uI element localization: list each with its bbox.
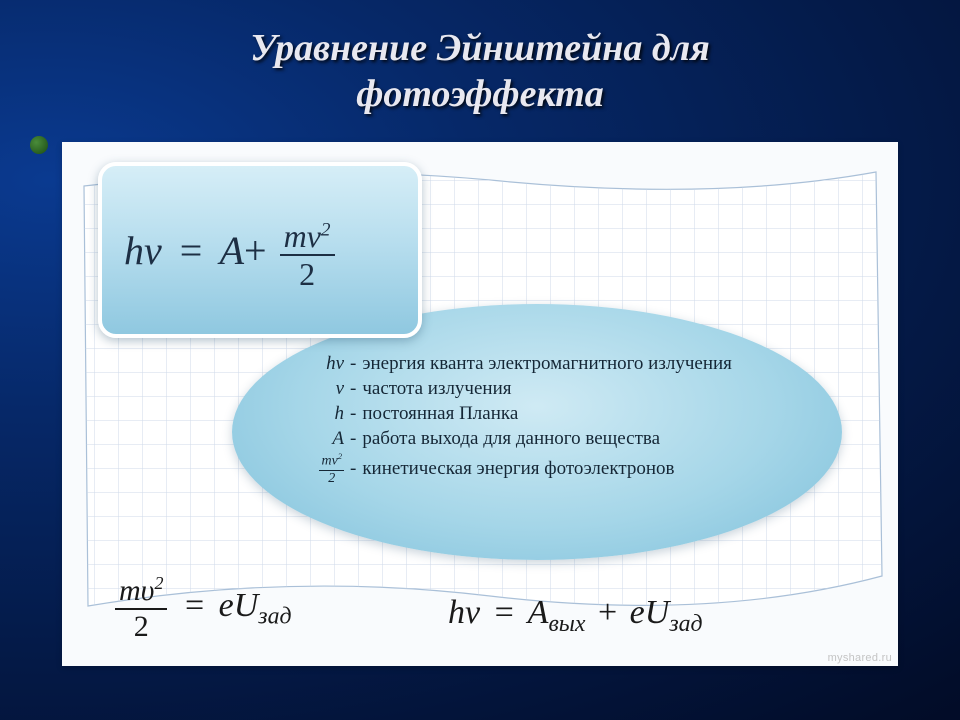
slide-title: Уравнение Эйнштейна для фотоэффекта bbox=[0, 26, 960, 117]
def-row: A - работа выхода для данного вещества bbox=[292, 428, 812, 450]
def-symbol: mv2 2 bbox=[292, 453, 344, 486]
def-text: работа выхода для данного вещества bbox=[362, 428, 660, 450]
def-text: кинетическая энергия фотоэлектронов bbox=[362, 458, 674, 480]
def-row: v - частота излучения bbox=[292, 378, 812, 400]
bottom-formula-left: mυ2 2 = eUзад bbox=[112, 574, 292, 642]
bottom-formula-right: hv = Aвых + eUзад bbox=[448, 594, 703, 638]
slide: Уравнение Эйнштейна для фотоэффекта hv - bbox=[0, 0, 960, 720]
title-line-2: фотоэффекта bbox=[356, 73, 604, 115]
title-line-1: Уравнение Эйнштейна для bbox=[250, 27, 710, 69]
formula-card: hv = A+ mv2 2 bbox=[98, 162, 422, 338]
watermark: myshared.ru bbox=[828, 652, 892, 664]
bullet-dot bbox=[30, 136, 48, 154]
def-text: постоянная Планка bbox=[362, 403, 518, 425]
def-row: mv2 2 - кинетическая энергия фотоэлектро… bbox=[292, 453, 812, 486]
content-panel: hv - энергия кванта электромагнитного из… bbox=[62, 142, 898, 666]
def-symbol: h bbox=[292, 403, 344, 425]
def-text: частота излучения bbox=[362, 378, 511, 400]
main-formula: hv = A+ mv2 2 bbox=[124, 220, 338, 290]
def-row: hv - энергия кванта электромагнитного из… bbox=[292, 353, 812, 375]
def-symbol: hv bbox=[292, 353, 344, 375]
definitions-list: hv - энергия кванта электромагнитного из… bbox=[292, 350, 812, 489]
def-symbol: A bbox=[292, 428, 344, 450]
def-row: h - постоянная Планка bbox=[292, 403, 812, 425]
def-text: энергия кванта электромагнитного излучен… bbox=[362, 353, 732, 375]
def-symbol: v bbox=[292, 378, 344, 400]
